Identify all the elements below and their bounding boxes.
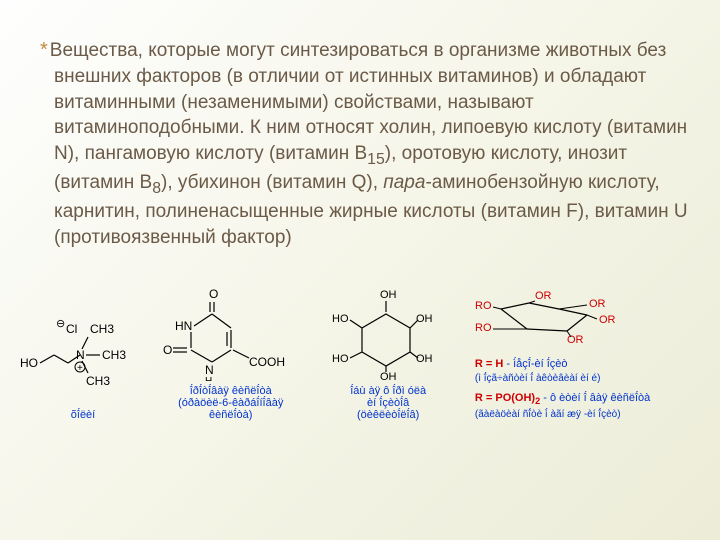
cl-atom: Cl: [66, 322, 77, 336]
r-h: R = H: [475, 358, 503, 370]
orotic-label-1: î́ðî́òî́âàÿ êèñëî́òà: [190, 385, 272, 397]
inositol-block: OH HO OH HO OH OH î́áù àÿ ô î́ðì óëà èí …: [313, 286, 462, 421]
ho-atom: HO: [20, 356, 38, 370]
o-atom: O: [209, 287, 218, 301]
oh-atom: OH: [380, 289, 397, 301]
text-italic-5: пара: [383, 172, 425, 193]
inositol-label-3: (öèêëèòî́ëî́â): [357, 409, 419, 421]
r-po-sub: 2: [535, 396, 540, 406]
r-po-sub2: (ãàëàöèàí ñî́òè ì́ àãí æÿ -èí î́çèò): [475, 408, 650, 421]
slide-content: *Вещества, которые могут синтезироваться…: [0, 0, 720, 280]
r-po-desc: - ô èòèí î́ âàÿ êèñëî́òà: [543, 392, 650, 404]
inositol-label: î́áù àÿ ô î́ðì óëà èí î́çèòî́â (öèêëèòî́…: [350, 385, 426, 421]
r-h-sub: (ì î́çã÷àñòèí î́ àêòèâèàí èí é): [475, 372, 650, 385]
ch3-atom: CH3: [90, 322, 114, 336]
phytic-structure: OR RO RO OR OR OR: [471, 289, 671, 357]
inositol-structure: OH HO OH HO OH OH: [318, 286, 458, 381]
text-sub-3: 8: [152, 180, 161, 197]
n-atom: N: [76, 348, 85, 362]
main-paragraph: *Вещества, которые могут синтезироваться…: [40, 37, 692, 251]
choline-label: õî́ëèí: [71, 409, 95, 421]
svg-text:OR: OR: [589, 298, 606, 310]
oh-atom: OH: [416, 313, 433, 325]
oh-atom: OH: [380, 371, 397, 381]
ho-atom: HO: [332, 313, 349, 325]
ho-atom: HO: [332, 353, 349, 365]
svg-text:+: +: [77, 363, 83, 374]
phytic-legend: R = H - ì́åçî́-èí î́çèò (ì î́çã÷àñòèí î́…: [471, 357, 650, 420]
svg-text:OR: OR: [567, 334, 584, 346]
svg-text:OR: OR: [599, 314, 616, 326]
svg-text:RO: RO: [475, 300, 492, 312]
chemical-structures-row: ⊖ Cl CH3 HO N + CH3 CH3 õî́ëèí O HN: [0, 280, 720, 421]
r-h-desc: - ì́åçî́-èí î́çèò: [506, 358, 567, 370]
phytic-block: OR RO RO OR OR OR R = H - ì́åçî́-èí î́ç: [471, 289, 710, 420]
o-atom: O: [163, 343, 172, 357]
n-atom: N: [205, 363, 214, 377]
h-atom: H: [205, 376, 212, 381]
hn-atom: HN: [175, 319, 192, 333]
text-sub-1: 15: [367, 151, 385, 168]
choline-structure: ⊖ Cl CH3 HO N + CH3 CH3: [18, 315, 148, 405]
cooh-atom: COOH: [249, 355, 285, 369]
ch3-atom: CH3: [102, 348, 126, 362]
oh-atom: OH: [416, 353, 433, 365]
choline-block: ⊖ Cl CH3 HO N + CH3 CH3 õî́ëèí: [18, 315, 148, 421]
orotic-label-2: (óðàöèë-6-êàðáî́íî́âàÿ: [178, 397, 283, 409]
svg-text:OR: OR: [535, 290, 552, 302]
orotic-block: O HN O N H COOH î́ðî́òî́âàÿ êèñëî́òà (óð…: [156, 286, 305, 421]
inositol-label-2: èí î́çèòî́â: [367, 397, 409, 409]
svg-text:⊖: ⊖: [56, 318, 65, 330]
orotic-label-3: êèñëî́òà): [209, 409, 252, 421]
r-po: R = PO(OH): [475, 392, 535, 404]
bullet-asterisk: *: [40, 39, 48, 61]
orotic-structure: O HN O N H COOH: [161, 286, 301, 381]
inositol-label-1: î́áù àÿ ô î́ðì óëà: [350, 385, 426, 397]
svg-text:RO: RO: [475, 322, 492, 334]
orotic-label: î́ðî́òî́âàÿ êèñëî́òà (óðàöèë-6-êàðáî́íî́…: [178, 385, 283, 421]
ch3-atom: CH3: [86, 374, 110, 388]
text-part-4: ), убихинон (витамин Q),: [161, 172, 383, 193]
